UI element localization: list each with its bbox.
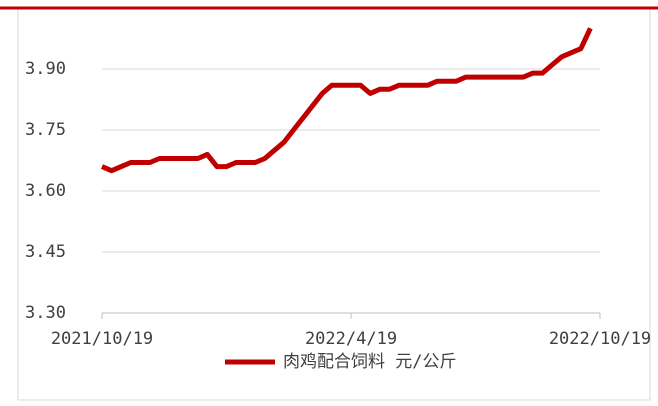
y-tick-label: 3.60 [25, 181, 66, 201]
y-tick-label: 3.45 [25, 242, 66, 262]
legend-label: 肉鸡配合饲料 元/公斤 [283, 352, 456, 372]
y-tick-label: 3.30 [25, 303, 66, 323]
x-tick-label: 2021/10/19 [51, 329, 153, 349]
x-tick-label: 2022/10/19 [549, 329, 651, 349]
y-tick-label: 3.75 [25, 120, 66, 140]
y-tick-label: 3.90 [25, 59, 66, 79]
series-line [101, 27, 593, 174]
x-tick-label: 2022/4/19 [305, 329, 397, 349]
